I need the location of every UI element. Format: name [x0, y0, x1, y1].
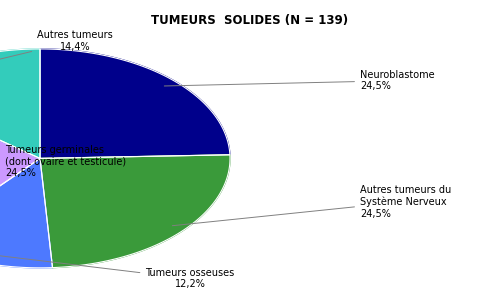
Text: TUMEURS  SOLIDES (N = 139): TUMEURS SOLIDES (N = 139): [152, 14, 348, 27]
Text: Autres tumeurs
14,4%: Autres tumeurs 14,4%: [0, 30, 113, 67]
Polygon shape: [40, 49, 230, 158]
Polygon shape: [0, 49, 40, 158]
Polygon shape: [0, 91, 40, 242]
Text: Tumeurs osseuses
12,2%: Tumeurs osseuses 12,2%: [0, 254, 234, 288]
Polygon shape: [0, 158, 52, 268]
Text: Neuroblastome
24,5%: Neuroblastome 24,5%: [164, 70, 434, 92]
Polygon shape: [40, 155, 230, 268]
Text: Tumeurs germinales
(dont ovaire et testicule)
24,5%: Tumeurs germinales (dont ovaire et testi…: [0, 145, 126, 178]
Text: Autres tumeurs du
Système Nerveux
24,5%: Autres tumeurs du Système Nerveux 24,5%: [172, 185, 451, 226]
